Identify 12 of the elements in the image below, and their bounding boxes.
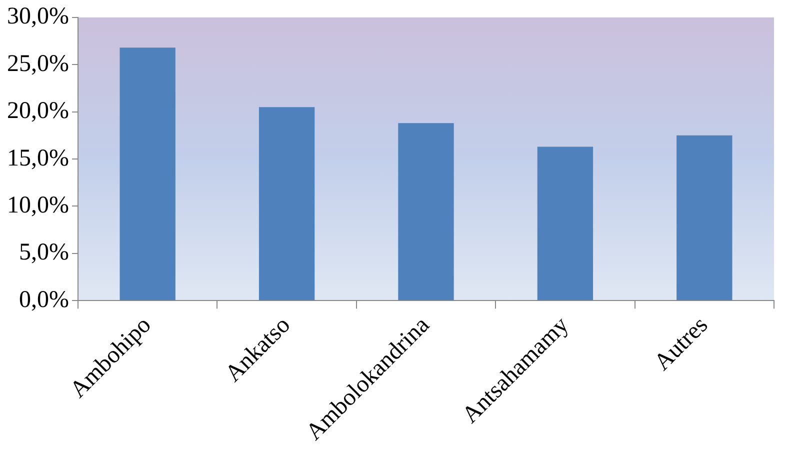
y-tick-label: 0,0% (18, 286, 69, 313)
bar (676, 135, 732, 300)
y-tick-label: 5,0% (18, 240, 69, 266)
bar (258, 107, 315, 300)
y-tick-label: 15,0% (6, 145, 69, 172)
bar (120, 48, 176, 300)
y-tick-label: 10,0% (6, 192, 69, 219)
y-tick-label: 20,0% (6, 98, 69, 124)
bar (537, 146, 594, 300)
y-tick-label: 30,0% (6, 4, 69, 30)
y-tick-label: 25,0% (6, 50, 69, 77)
bar (398, 123, 454, 300)
